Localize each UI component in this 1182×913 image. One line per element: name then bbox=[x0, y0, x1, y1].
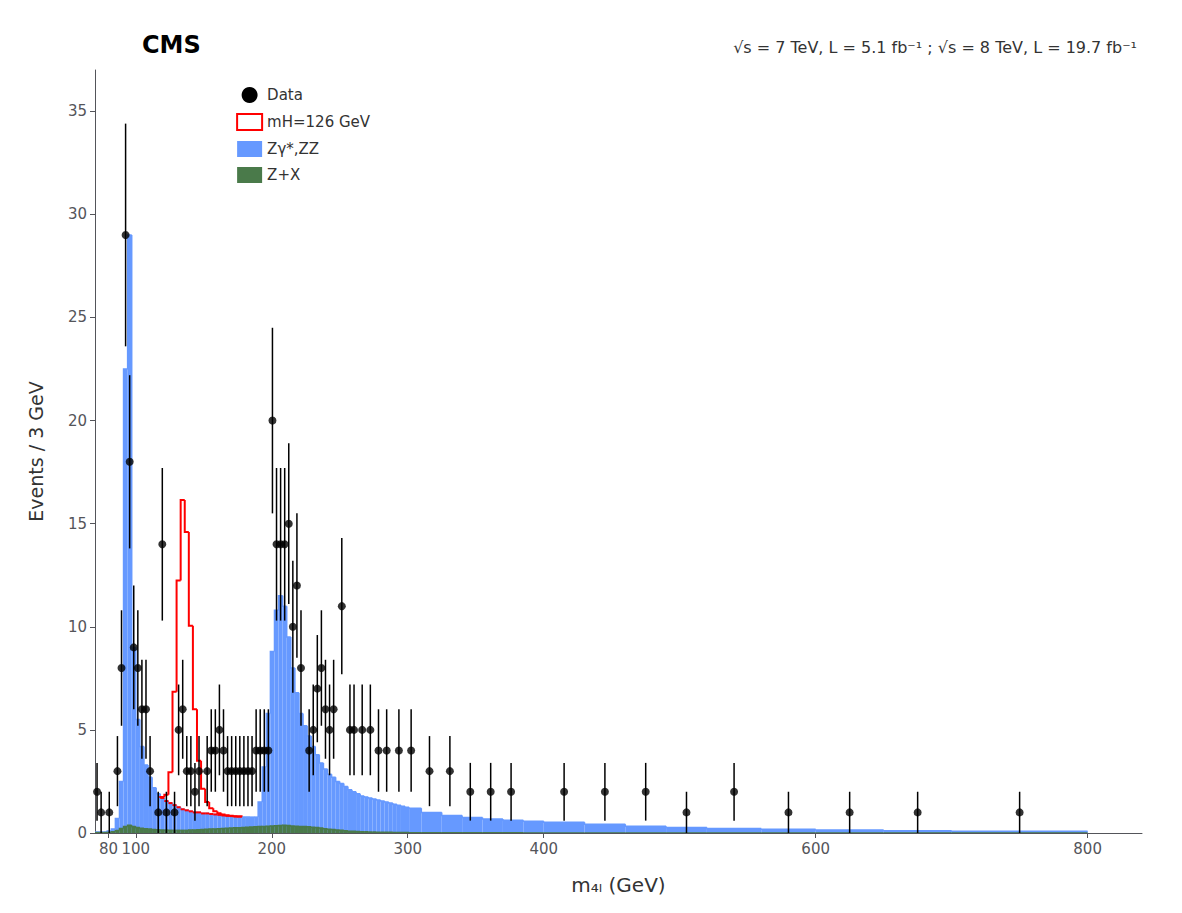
svg-text:m₄ₗ (GeV): m₄ₗ (GeV) bbox=[571, 873, 665, 897]
svg-text:Zγ*,ZZ: Zγ*,ZZ bbox=[267, 140, 319, 158]
svg-text:Data: Data bbox=[267, 86, 303, 104]
svg-text:100: 100 bbox=[121, 840, 150, 858]
svg-text:800: 800 bbox=[1073, 840, 1102, 858]
svg-text:mH=126 GeV: mH=126 GeV bbox=[267, 113, 371, 131]
svg-text:CMS: CMS bbox=[142, 31, 201, 59]
svg-text:600: 600 bbox=[801, 840, 830, 858]
svg-text:0: 0 bbox=[77, 824, 87, 842]
svg-text:35: 35 bbox=[68, 102, 87, 120]
svg-text:80: 80 bbox=[99, 840, 118, 858]
svg-text:15: 15 bbox=[68, 515, 87, 533]
svg-text:√s = 7 TeV, L = 5.1 fb⁻¹ ; √s: √s = 7 TeV, L = 5.1 fb⁻¹ ; √s = 8 TeV, L… bbox=[733, 38, 1137, 57]
svg-text:30: 30 bbox=[68, 205, 87, 223]
svg-text:300: 300 bbox=[393, 840, 422, 858]
svg-text:400: 400 bbox=[529, 840, 558, 858]
svg-text:Z+X: Z+X bbox=[267, 166, 300, 184]
svg-text:5: 5 bbox=[77, 721, 87, 739]
svg-text:10: 10 bbox=[68, 618, 87, 636]
svg-text:20: 20 bbox=[68, 412, 87, 430]
svg-text:200: 200 bbox=[257, 840, 286, 858]
svg-text:Events / 3 GeV: Events / 3 GeV bbox=[25, 381, 47, 521]
svg-text:25: 25 bbox=[68, 308, 87, 326]
